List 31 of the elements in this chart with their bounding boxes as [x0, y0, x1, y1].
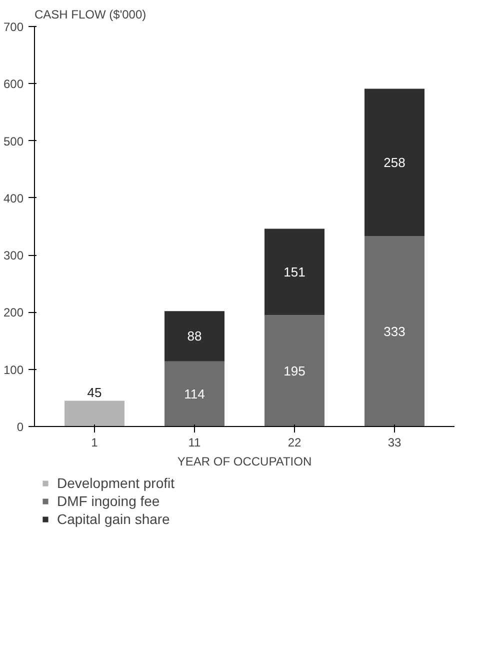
y-tick-label: 600	[3, 77, 24, 92]
data-label: 114	[184, 386, 205, 402]
y-tick-label: 100	[3, 362, 24, 377]
bar	[164, 311, 224, 362]
bar	[364, 236, 424, 426]
x-tick-label: 11	[188, 436, 202, 450]
y-tick-label: 500	[3, 134, 24, 148]
legend-label: Development profit	[57, 475, 175, 491]
bar	[364, 88, 424, 236]
bar	[164, 361, 224, 426]
y-tick-label: 200	[3, 306, 24, 320]
y-axis-title: CASH FLOW ($'000)	[34, 8, 146, 22]
x-axis-title: YEAR OF OCCUPATION	[177, 454, 312, 468]
data-label: 45	[87, 384, 102, 400]
y-tick-label: 0	[16, 420, 24, 434]
data-label: 333	[384, 324, 406, 339]
y-tick-label: 300	[3, 248, 24, 263]
data-label: 195	[284, 363, 306, 378]
bar	[264, 228, 324, 316]
y-tick-label: 700	[3, 20, 24, 34]
y-tick-label: 400	[3, 191, 24, 206]
legend-label: Capital gain share	[57, 511, 170, 527]
data-label: 258	[384, 155, 406, 170]
x-tick-label: 22	[288, 436, 302, 450]
data-label: 88	[187, 328, 202, 344]
legend-label: DMF ingoing fee	[57, 493, 160, 509]
bar	[64, 400, 124, 426]
data-label: 151	[284, 264, 306, 280]
x-tick-label: 1	[91, 436, 98, 450]
x-tick-label: 33	[388, 436, 402, 450]
bar	[264, 315, 324, 426]
